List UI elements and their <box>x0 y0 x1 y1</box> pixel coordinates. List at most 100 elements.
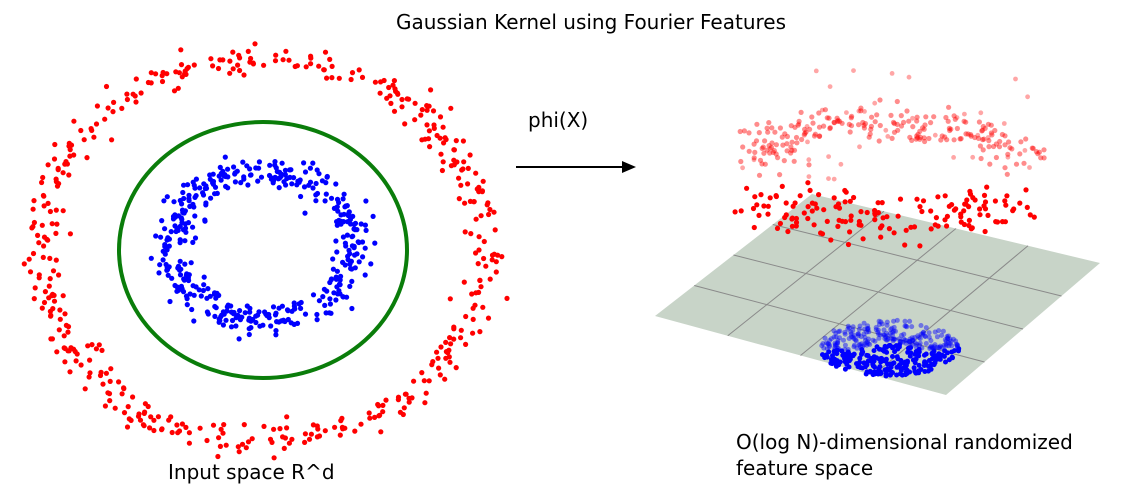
outer-point <box>391 108 398 114</box>
lifted-outer-point <box>804 124 810 129</box>
outer-point <box>395 397 401 403</box>
outer-point <box>437 114 444 120</box>
lifted-outer-point <box>869 114 875 120</box>
lifted-outer-point <box>793 215 800 222</box>
lifted-inner-point <box>922 333 928 339</box>
inner-point <box>182 261 188 267</box>
lifted-outer-point <box>890 119 897 125</box>
outer-point <box>440 159 446 165</box>
outer-point <box>235 444 241 450</box>
outer-point <box>447 296 453 302</box>
lifted-outer-point <box>856 122 862 128</box>
inner-point <box>213 295 219 301</box>
outer-point <box>87 357 93 363</box>
lifted-outer-point <box>984 184 990 190</box>
lifted-outer-point <box>968 132 974 138</box>
grid-line <box>872 245 1029 376</box>
lifted-inner-points <box>819 317 962 379</box>
outer-point <box>453 365 459 371</box>
lifted-outer-point <box>980 147 986 153</box>
lifted-inner-point <box>845 323 851 329</box>
lifted-outer-point <box>999 131 1006 138</box>
lifted-inner-point <box>840 352 846 358</box>
outer-point <box>60 293 66 299</box>
lifted-inner-point <box>927 344 933 350</box>
outer-point <box>427 144 433 150</box>
outer-point <box>472 302 478 308</box>
inner-point <box>256 309 262 315</box>
lifted-outer-point <box>897 196 904 202</box>
lifted-outer-point <box>792 200 798 206</box>
lifted-inner-point <box>912 340 918 346</box>
inner-point <box>347 251 353 257</box>
outer-point <box>336 75 342 81</box>
outer-point <box>487 206 493 213</box>
outer-point <box>186 440 192 446</box>
outer-point <box>53 179 60 185</box>
lifted-inner-point <box>827 338 833 343</box>
lifted-outer-point <box>888 112 894 118</box>
inner-point <box>242 310 248 316</box>
inner-point <box>179 216 185 222</box>
lifted-inner-point <box>846 325 852 331</box>
lifted-outer-point <box>753 138 760 144</box>
inner-point <box>240 159 246 165</box>
lifted-outer-point <box>1030 145 1036 151</box>
lifted-outer-point <box>917 128 923 134</box>
inner-point <box>313 180 319 187</box>
outer-point <box>480 178 486 184</box>
inner-point <box>328 277 334 283</box>
outer-point <box>36 240 42 246</box>
outer-point <box>151 417 157 423</box>
lifted-outer-point <box>977 212 983 218</box>
lifted-outer-point <box>908 224 914 230</box>
inner-point <box>288 320 294 326</box>
outer-point <box>284 425 290 431</box>
lifted-inner-point <box>894 372 900 378</box>
outer-point <box>53 257 59 263</box>
inner-point <box>285 308 291 314</box>
lifted-outer-point <box>1038 155 1044 161</box>
inner-point <box>221 173 227 179</box>
lifted-outer-point <box>777 172 783 178</box>
outer-point <box>372 414 378 420</box>
lifted-inner-point <box>901 336 907 342</box>
outer-point <box>462 200 468 206</box>
outer-point <box>56 272 62 278</box>
lifted-inner-point <box>909 335 915 341</box>
lifted-inner-point <box>907 339 913 345</box>
lifted-inner-point <box>916 334 922 340</box>
inner-point <box>321 286 327 292</box>
outer-point <box>437 372 443 378</box>
inner-point <box>298 193 304 200</box>
lifted-inner-point <box>842 342 848 348</box>
lifted-outer-point <box>856 222 862 228</box>
inner-point <box>324 173 330 180</box>
lifted-outer-point <box>801 210 807 216</box>
lifted-outer-point <box>939 133 945 139</box>
outer-point <box>82 386 88 392</box>
outer-point <box>322 49 329 55</box>
inner-point <box>344 203 350 209</box>
inner-point <box>160 257 166 263</box>
lifted-inner-point <box>903 323 909 329</box>
lifted-outer-point <box>764 147 770 153</box>
outer-point <box>138 90 144 96</box>
grid-line <box>800 228 957 356</box>
lifted-inner-point <box>937 345 943 350</box>
lifted-outer-point <box>765 129 771 135</box>
outer-point <box>302 439 308 445</box>
lifted-inner-point <box>857 355 863 361</box>
lifted-outer-point <box>801 132 807 138</box>
outer-point <box>283 48 289 54</box>
lifted-outer-point <box>1002 165 1008 171</box>
lifted-outer-point <box>903 227 909 233</box>
outer-point <box>56 327 62 333</box>
lifted-inner-point <box>822 335 828 341</box>
inner-point <box>341 191 347 197</box>
outer-point <box>99 347 105 353</box>
inner-point <box>232 170 238 176</box>
outer-point <box>401 405 407 411</box>
outer-point <box>425 136 432 142</box>
inner-point <box>344 232 350 238</box>
